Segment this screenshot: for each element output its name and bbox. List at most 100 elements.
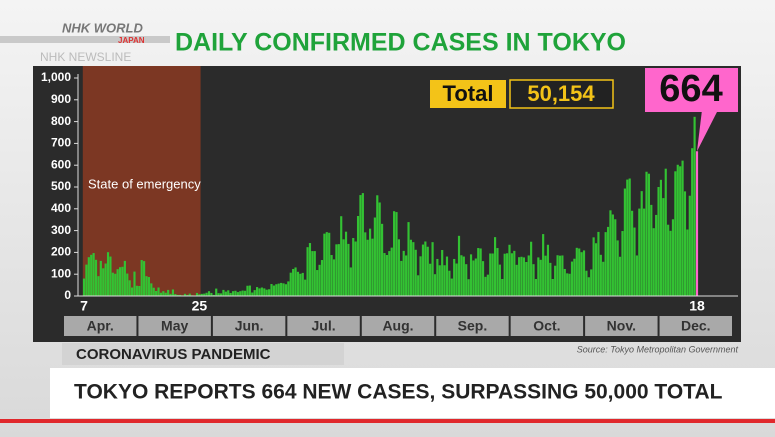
bar [409,239,413,296]
bar [359,195,362,296]
month-band [212,316,286,336]
bar [368,228,372,296]
bar [513,250,516,296]
bar [231,291,235,296]
bar [239,291,242,296]
tag: CORONAVIRUS PANDEMIC [76,346,271,363]
bar [390,247,393,296]
bar [227,290,230,296]
chart-title: DAILY CONFIRMED CASES IN TOKYO [175,29,626,57]
bar [568,273,571,296]
bar [412,242,415,296]
bar [592,237,595,296]
bar [284,284,288,296]
bar [145,276,148,296]
bar [219,293,223,296]
logo: NHK WORLD [62,20,143,35]
bar [378,202,381,296]
bar [606,226,610,296]
y-tick-label: 500 [51,179,71,193]
month-label: Aug. [382,318,413,334]
bar [527,255,530,296]
bar [99,260,102,296]
bar [537,257,540,296]
bar [429,263,432,296]
bar [340,216,343,296]
bar [344,231,348,296]
month-label: Nov. [607,318,636,334]
bar [320,260,324,296]
bar [121,266,124,296]
bar [441,250,444,296]
bar [243,290,247,296]
y-tick-label: 800 [51,114,71,128]
y-tick-label: 100 [51,266,71,280]
bar [602,261,605,296]
bar [335,244,338,296]
bar [275,284,278,296]
total-value-box [509,79,614,109]
bar [222,289,225,296]
logo-bar [0,36,170,43]
bar [534,278,538,296]
bar [611,214,614,296]
bar [688,195,691,296]
bar [263,288,266,296]
bar [155,290,158,296]
callout-pointer [697,110,718,152]
bar [251,292,254,296]
bar [268,289,271,296]
bar [455,263,458,296]
bar [554,265,557,296]
bar [652,228,655,296]
bar [383,253,386,296]
bar [424,241,427,296]
bar [301,272,304,296]
bar [659,179,663,296]
bar [542,234,545,296]
bar [109,256,112,296]
bar [87,257,90,296]
bar [140,260,143,296]
bar [582,250,586,296]
bar [162,291,165,296]
month-label: May [161,318,188,334]
bar [130,287,134,296]
bar [491,253,494,296]
bar [135,285,138,296]
month-band [287,316,360,336]
bar [258,288,261,296]
bar [287,281,290,296]
bar [106,252,110,296]
bar [342,239,345,296]
bar [515,264,518,296]
bar [323,233,326,296]
annotation: State of emergency [88,176,201,191]
bar [573,258,576,296]
bar [693,116,696,296]
bar [469,254,473,296]
bar [671,219,675,296]
bar [280,282,283,296]
bar [308,243,312,296]
bar [318,264,321,296]
bar [645,171,648,296]
headline-box [50,368,775,418]
bar [544,255,547,296]
logo-sub: JAPAN [118,36,145,45]
bar [253,290,256,296]
bar [510,253,513,296]
bar [679,166,682,296]
bar [205,292,208,296]
bar [638,208,641,296]
month-band [436,316,509,336]
bar [256,287,259,296]
bar [580,252,583,296]
bar [448,270,451,296]
bar [373,217,376,296]
y-tick-label: 400 [51,201,71,215]
bar [462,256,465,296]
bar [174,294,177,296]
bar [453,258,456,296]
bar [349,267,352,296]
